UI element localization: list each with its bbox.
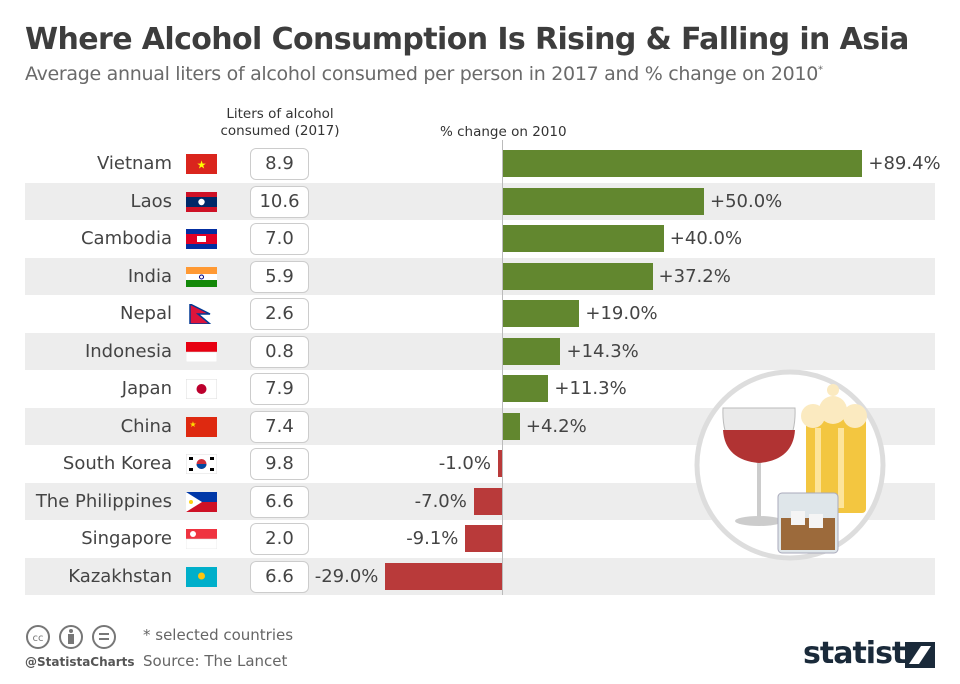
liters-value: 2.0: [250, 523, 309, 555]
country-name: Indonesia: [84, 340, 172, 362]
bar-label: +19.0%: [585, 303, 658, 324]
table-row: Vietnam ★ 8.9 +89.4%: [25, 145, 941, 182]
flag-icon: [186, 379, 217, 399]
source: Source: The Lancet: [143, 652, 288, 670]
country-name: Singapore: [81, 528, 172, 549]
flag-icon: ★: [186, 416, 217, 437]
svg-text:★: ★: [197, 159, 207, 172]
country-name: The Philippines: [35, 490, 172, 512]
liters-value: 6.6: [250, 485, 309, 518]
flag-icon: ★: [186, 154, 217, 174]
country-name: Nepal: [120, 303, 172, 324]
table-row: Nepal 2.6 +19.0%: [25, 295, 935, 332]
table-row: Indonesia 0.8 +14.3%: [25, 332, 935, 370]
country-name: China: [120, 415, 172, 437]
flag-icon: [189, 304, 212, 324]
flag-icon: [186, 529, 217, 549]
bar-label: +50.0%: [710, 190, 783, 212]
table-row: South Korea 9.8 -1.0%: [25, 445, 935, 482]
liters-value: 7.9: [250, 373, 309, 405]
chart-title: Where Alcohol Consumption Is Rising & Fa…: [25, 22, 909, 57]
liters-column-header: Liters of alcohol consumed (2017): [220, 106, 340, 139]
change-column-header: % change on 2010: [440, 124, 567, 140]
bar: [503, 262, 653, 290]
liters-value: 0.8: [250, 335, 309, 368]
bar-label: +11.3%: [554, 378, 627, 399]
country-name: Cambodia: [80, 228, 172, 249]
flag-icon: [186, 454, 217, 474]
twitter-handle: @StatistaCharts: [25, 655, 135, 669]
liters-value: 7.0: [250, 223, 309, 255]
bar: [503, 375, 549, 402]
bar: [503, 412, 520, 440]
country-name: South Korea: [62, 453, 172, 474]
bar-label: -29.0%: [314, 565, 379, 587]
flag-icon: [186, 266, 217, 287]
liters-value: 9.8: [250, 448, 309, 480]
bar-label: +14.3%: [566, 340, 639, 362]
bar: [503, 225, 664, 252]
country-name: Laos: [130, 190, 172, 212]
bar: [473, 487, 502, 515]
bar: [503, 337, 561, 365]
drinks-illustration: [694, 369, 886, 561]
liters-value: 10.6: [250, 185, 309, 218]
table-row: Japan 7.9 +11.3%: [25, 370, 935, 407]
flag-icon: [186, 191, 217, 212]
flag-icon: [186, 229, 217, 249]
country-name: Kazakhstan: [68, 565, 172, 587]
liters-value: 7.4: [250, 410, 309, 443]
footnote: * selected countries: [143, 626, 294, 644]
table-row: Laos 10.6 +50.0%: [25, 182, 935, 220]
table-row: Kazakhstan 6.6 -29.0%: [25, 557, 935, 595]
bar-label: -7.0%: [414, 490, 467, 512]
table-row: Cambodia 7.0 +40.0%: [25, 220, 935, 257]
country-name: Vietnam: [96, 153, 172, 174]
country-name: Japan: [121, 378, 172, 399]
subtitle-asterisk: *: [818, 64, 823, 76]
table-row: India 5.9 +37.2%: [25, 257, 935, 295]
flag-icon: [186, 491, 217, 512]
bar: [497, 450, 502, 477]
bar: [503, 150, 863, 177]
statista-logo-icon: [905, 642, 935, 668]
chart-subtitle: Average annual liters of alcohol consume…: [25, 63, 823, 85]
bar: [465, 525, 502, 552]
liters-value: 6.6: [250, 560, 309, 593]
zero-line: [502, 140, 503, 595]
liters-value: 2.6: [250, 298, 309, 330]
subtitle-text: Average annual liters of alcohol consume…: [25, 63, 819, 85]
bar-label: -1.0%: [438, 453, 491, 474]
liters-value: 8.9: [250, 148, 309, 180]
bar: [385, 562, 502, 590]
bar-label: +89.4%: [868, 153, 941, 174]
bar-label: +40.0%: [669, 228, 743, 249]
bar: [503, 300, 580, 327]
bar-label: -9.1%: [406, 528, 459, 549]
bar-label: +37.2%: [658, 265, 731, 287]
svg-text:★: ★: [189, 420, 196, 429]
bar: [503, 187, 704, 215]
flag-icon: [186, 341, 217, 362]
svg-text:cc: cc: [33, 633, 44, 644]
flag-icon: [186, 566, 217, 587]
table-row: Singapore 2.0 -9.1%: [25, 520, 935, 557]
liters-value: 5.9: [250, 260, 309, 293]
creative-commons-icons: cc: [26, 625, 116, 649]
country-name: India: [127, 265, 172, 287]
bar-label: +4.2%: [525, 415, 587, 437]
